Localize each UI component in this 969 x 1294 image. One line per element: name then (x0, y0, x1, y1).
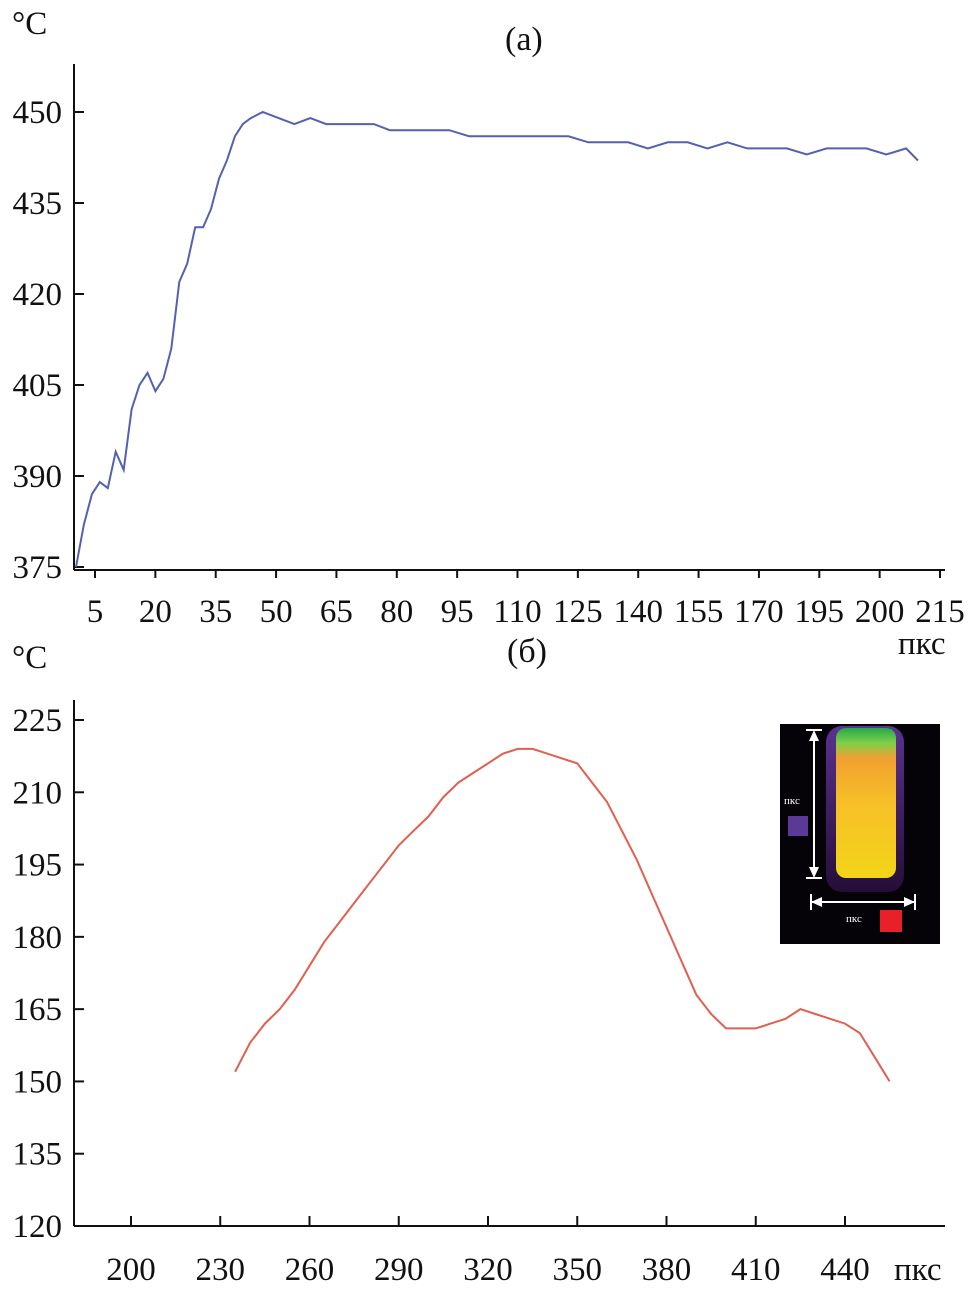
panel-a-y-tick-label: 450 (13, 95, 63, 131)
panel-a-x-tick-label: 35 (199, 594, 232, 630)
panel-b-y-tick-label: 165 (13, 992, 63, 1028)
panel-b-x-tick-label: 440 (820, 1252, 870, 1288)
inset-horizontal-arrowhead-right (904, 897, 915, 907)
panel-a-x-tick-label: 195 (795, 594, 845, 630)
inset-hot-body (836, 728, 896, 878)
panel-a-xlabel: пкс (898, 626, 946, 662)
panel-a-x-ticks: 5 20 35 50 65 80 95 110 125 140 155 170 195 200 215 (87, 570, 965, 630)
panel-a-x-tick-label: 215 (915, 594, 965, 630)
panel-a-x-tick-label: 155 (674, 594, 724, 630)
panel-a-x-tick-label: 140 (613, 594, 663, 630)
panel-b-y-tick-label: 210 (13, 775, 63, 811)
panel-a-y-tick-label: 375 (13, 550, 63, 586)
panel-a: °C (a) 375 390 405 420 435 450 5 20 35 50 65 80 95 1… (12, 6, 965, 662)
inset-vertical-arrowhead-bottom (809, 867, 819, 878)
panel-b: °C (б) 120 135 150 165 180 195 210 225 200 230 26… (12, 633, 945, 1288)
inset-horizontal-marker (880, 910, 902, 932)
panel-a-x-tick-label: 5 (87, 594, 104, 630)
panel-b-x-tick-label: 320 (463, 1252, 513, 1288)
inset-vertical-label: пкс (784, 795, 800, 807)
panel-a-x-tick-label: 80 (380, 594, 413, 630)
panel-b-series-line (234, 747, 891, 1082)
panel-b-y-ticks: 120 135 150 165 180 195 210 225 (13, 703, 84, 1245)
panel-b-x-tick-label: 200 (106, 1252, 156, 1288)
panel-b-ylabel: °C (12, 640, 47, 676)
panel-b-x-ticks: 200 230 260 290 320 350 380 410 440 (106, 1216, 870, 1288)
panel-a-x-tick-label: 20 (139, 594, 172, 630)
panel-a-x-tick-label: 110 (493, 594, 541, 630)
inset-vertical-marker (788, 816, 808, 836)
panel-a-title: (a) (505, 21, 543, 58)
inset-vertical-arrowhead-top (809, 730, 819, 741)
panel-a-y-tick-label: 405 (13, 368, 63, 404)
panel-a-x-tick-label: 95 (441, 594, 474, 630)
panel-b-x-tick-label: 290 (374, 1252, 424, 1288)
panel-b-x-tick-label: 380 (642, 1252, 692, 1288)
inset-horizontal-arrowhead-left (811, 897, 822, 907)
panel-b-x-tick-label: 230 (196, 1252, 246, 1288)
panel-a-x-tick-label: 50 (260, 594, 293, 630)
panel-a-x-tick-label: 170 (734, 594, 784, 630)
panel-a-x-tick-label: 200 (855, 594, 905, 630)
panel-a-y-tick-label: 420 (13, 277, 63, 313)
inset-horizontal-label: пкс (846, 913, 862, 925)
panel-b-y-tick-label: 225 (13, 703, 63, 739)
panel-a-series-line (75, 110, 919, 568)
panel-b-y-tick-label: 120 (13, 1209, 63, 1245)
panel-b-title: (б) (507, 633, 547, 670)
panel-a-y-tick-label: 390 (13, 459, 63, 495)
panel-b-x-tick-label: 410 (731, 1252, 781, 1288)
panel-b-y-tick-label: 195 (13, 848, 63, 884)
panel-b-y-tick-label: 150 (13, 1064, 63, 1100)
panel-a-y-tick-label: 435 (13, 186, 63, 222)
panel-a-x-tick-label: 125 (553, 594, 603, 630)
panel-a-y-ticks: 375 390 405 420 435 450 (13, 95, 84, 586)
thermal-inset-image: пкс пкс (780, 724, 940, 944)
panel-b-x-tick-label: 260 (285, 1252, 335, 1288)
panel-b-y-tick-label: 180 (13, 920, 63, 956)
panel-a-x-tick-label: 65 (320, 594, 353, 630)
panel-b-x-tick-label: 350 (553, 1252, 603, 1288)
panel-b-xlabel: пкс (894, 1252, 942, 1288)
panel-b-y-tick-label: 135 (13, 1137, 63, 1173)
panel-a-ylabel: °C (12, 6, 47, 42)
